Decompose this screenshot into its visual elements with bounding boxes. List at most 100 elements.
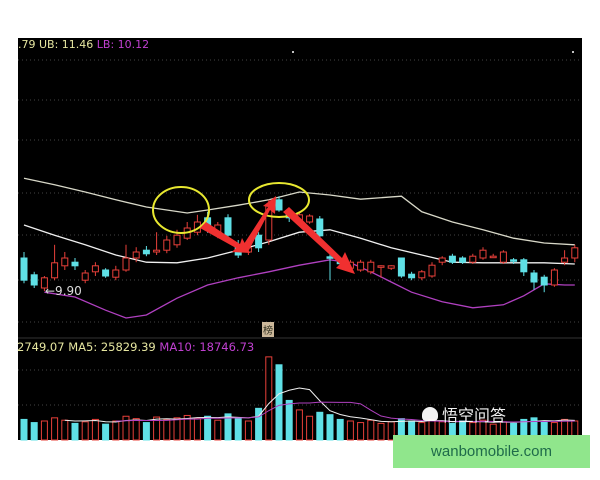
candle-body — [479, 249, 487, 259]
volume-ma-lines — [64, 387, 575, 423]
chart-background — [18, 38, 582, 440]
candle-down — [510, 258, 518, 264]
volume-bar — [51, 417, 59, 441]
candle-body — [571, 247, 579, 259]
volume-bar — [275, 364, 283, 441]
volume-bar — [30, 422, 38, 441]
candle-up — [479, 247, 487, 260]
candle-body — [397, 257, 405, 277]
candle-body — [255, 234, 263, 249]
candle-body — [428, 264, 436, 277]
candle-body — [418, 271, 426, 279]
volume-bars — [20, 356, 579, 441]
mid-band-line — [23, 224, 575, 265]
candle-up — [489, 253, 497, 259]
candle-up — [81, 270, 89, 284]
candle-body — [71, 261, 79, 267]
candle-up — [51, 244, 59, 281]
watermark: 悟空问答 — [422, 402, 506, 426]
candle-body — [377, 265, 385, 268]
candle-body — [306, 215, 314, 223]
volume-bar — [224, 413, 232, 441]
candle-body — [275, 199, 283, 211]
candle-body — [102, 269, 110, 277]
candle-up — [550, 268, 558, 287]
candle-body — [530, 272, 538, 283]
candle-body — [469, 255, 477, 263]
volume-bar — [122, 415, 130, 441]
volume-bar — [377, 422, 385, 441]
volume-bar — [163, 418, 171, 441]
candle-body — [489, 255, 497, 259]
candle-body — [51, 262, 59, 279]
mid-value: .79 — [18, 38, 36, 51]
candle-down — [530, 270, 538, 290]
volume-bar — [173, 417, 181, 441]
candle-body — [561, 257, 569, 263]
arrow-down-2 — [283, 207, 355, 274]
candle-up — [132, 247, 140, 263]
dot — [292, 51, 294, 53]
volume-bar — [102, 423, 110, 441]
candle-body — [459, 257, 467, 263]
candle-body — [499, 251, 507, 263]
candle-body — [163, 239, 171, 251]
candle-up — [61, 252, 69, 270]
candle-body — [30, 274, 38, 286]
ub-value: UB: 11.46 — [39, 38, 94, 51]
volume-header: 2749.07 MA5: 25829.39 MA10: 18746.73 — [17, 340, 254, 354]
low-price-marker: ←9.90 — [45, 284, 82, 298]
arrow-up — [240, 196, 276, 252]
rank-badge: 榜 — [262, 322, 274, 337]
candle-down — [316, 216, 324, 239]
candle-down — [520, 258, 528, 276]
candle-body — [357, 261, 365, 271]
candle-down — [102, 268, 110, 278]
candle-body — [387, 265, 395, 269]
volume-bar — [204, 415, 212, 441]
price-header: .79 UB: 11.46 LB: 10.12 — [18, 38, 149, 51]
candle-up — [428, 262, 436, 278]
volume-bar — [285, 399, 293, 441]
highlight-circle-2 — [248, 182, 310, 218]
candle-up — [469, 253, 477, 264]
candle-up — [387, 265, 395, 270]
candle-down — [275, 196, 283, 212]
banner-text: wanbomobile.com — [431, 443, 552, 460]
candle-down — [448, 253, 456, 264]
candle-body — [408, 273, 416, 279]
candle-up — [561, 250, 569, 266]
annotations — [152, 51, 574, 274]
candle-body — [132, 251, 140, 259]
arrow-down-1 — [200, 222, 250, 253]
site-banner[interactable]: wanbomobile.com — [393, 435, 590, 468]
volume-bar — [316, 411, 324, 441]
candle-up — [306, 214, 314, 224]
candle-body — [61, 257, 69, 267]
candle-body — [540, 276, 548, 286]
lb-value: LB: 10.12 — [96, 38, 150, 51]
candle-down — [540, 274, 548, 293]
candle-up — [418, 270, 426, 281]
dot — [572, 51, 574, 53]
candle-body — [316, 218, 324, 237]
candle-body — [153, 249, 161, 253]
ma10-value: MA10: 18746.73 — [159, 340, 255, 354]
volume-bar — [306, 415, 314, 441]
candle-down — [71, 258, 79, 270]
volume-bar — [214, 419, 222, 441]
candle-body — [520, 259, 528, 273]
volume-bar — [91, 418, 99, 441]
candle-down — [459, 256, 467, 264]
volume-ma10-line — [115, 401, 575, 423]
candle-body — [173, 234, 181, 246]
candle-up — [112, 265, 120, 281]
candle-down — [30, 271, 38, 288]
candle-body — [20, 257, 28, 281]
candle-up — [122, 244, 130, 272]
volume-bar — [132, 418, 140, 441]
volume-bar — [112, 420, 120, 441]
candle-down — [20, 252, 28, 284]
volume-bar — [265, 356, 273, 441]
watermark-text: 悟空问答 — [442, 406, 507, 425]
